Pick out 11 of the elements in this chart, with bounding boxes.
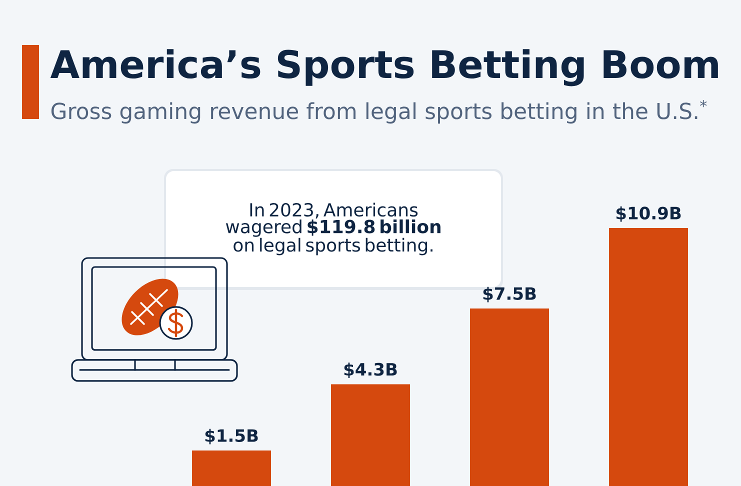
bar <box>609 228 688 486</box>
data-label: $4.3B <box>344 362 397 378</box>
data-label: $10.9B <box>616 206 681 222</box>
chart-title: America’s Sports Betting Boom <box>50 49 718 86</box>
bar <box>470 308 550 486</box>
data-label: $7.5B <box>483 286 536 302</box>
data-label: $1.5B <box>205 428 258 444</box>
bar <box>192 450 272 486</box>
annotation: In 2023, Americans wagered $119.8 billion on legal sports betting. <box>226 202 440 256</box>
bar <box>331 384 410 486</box>
chart-subtitle: Gross gaming revenue from legal sports betting in the U.S.$^{*}$ <box>51 100 707 124</box>
